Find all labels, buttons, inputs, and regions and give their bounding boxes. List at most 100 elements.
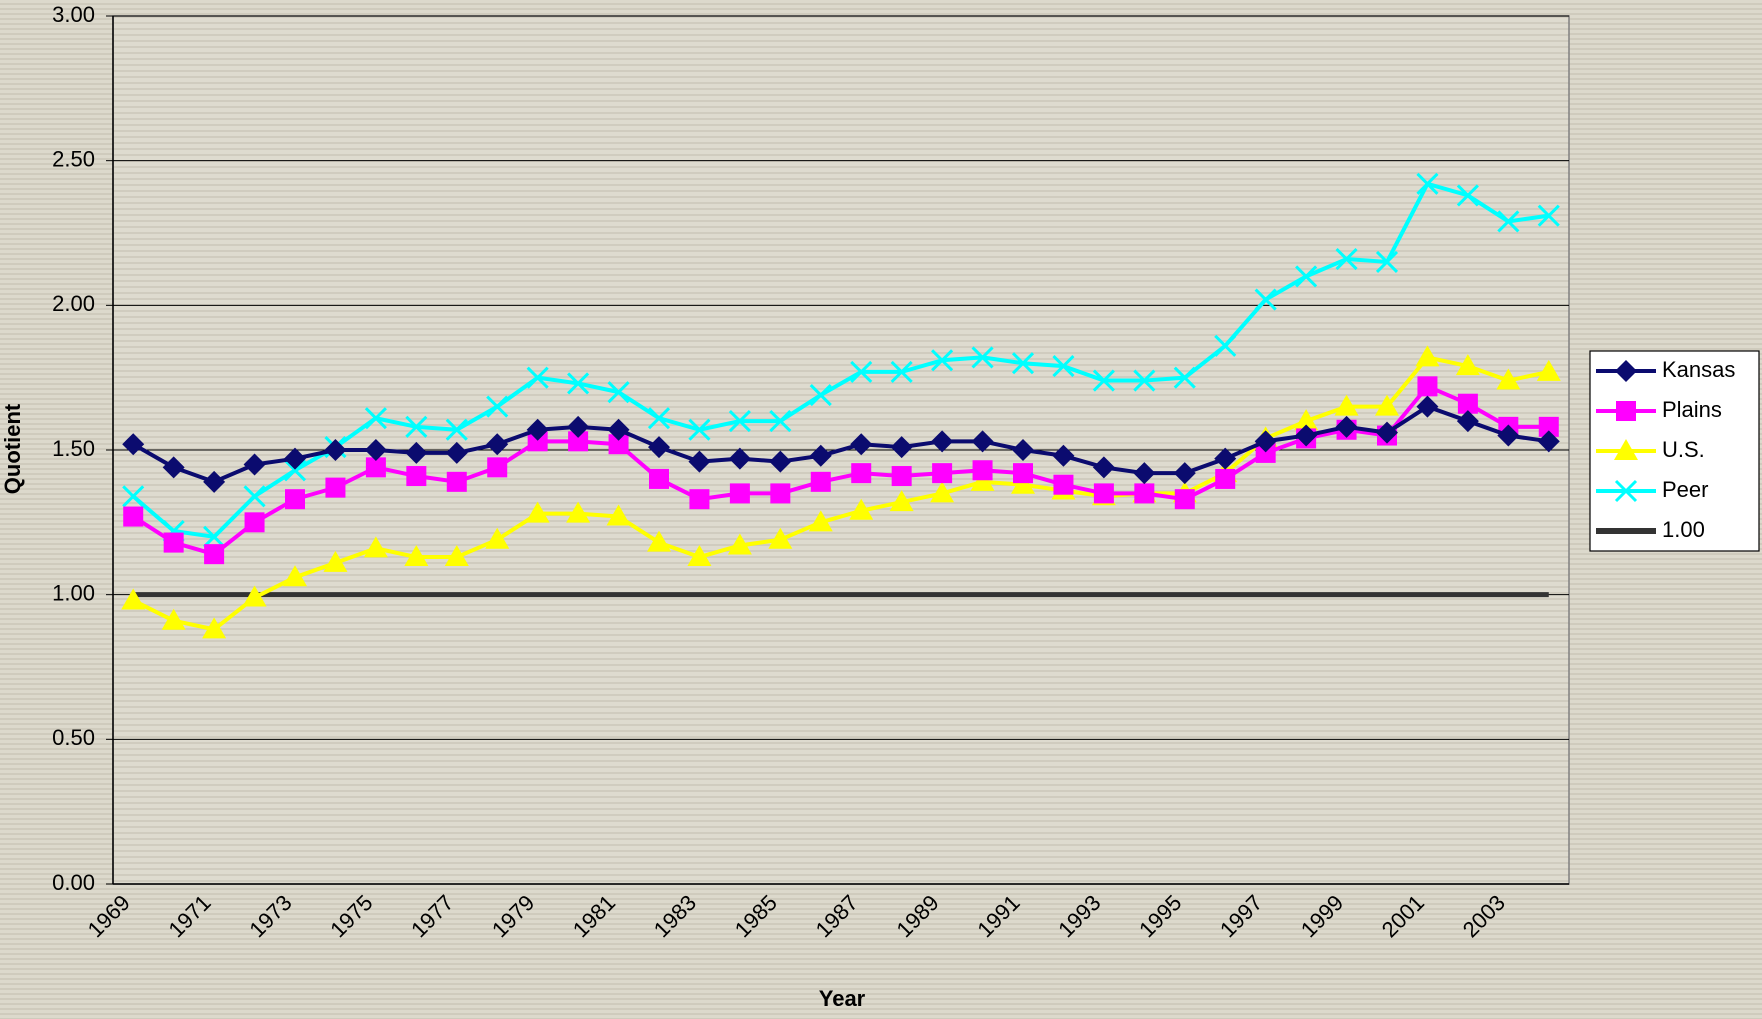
marker [810,471,831,492]
marker [283,565,307,587]
marker [932,463,953,484]
marker [607,418,630,441]
marker [243,485,266,508]
marker [243,453,266,476]
marker [728,410,751,433]
marker [1174,489,1195,510]
y-tick-label: 0.50 [52,725,95,750]
marker [566,501,591,523]
marker [971,430,994,453]
marker [1052,444,1075,467]
marker [930,481,955,503]
x-tick-label: 1995 [1134,890,1186,942]
marker [850,433,873,456]
marker [1376,421,1398,444]
marker [161,608,186,630]
marker [891,466,912,487]
marker [405,441,428,464]
legend-label: Kansas [1662,357,1735,382]
marker [364,439,387,461]
marker [649,468,669,489]
x-tick-label: 2001 [1377,890,1429,942]
marker [1173,366,1196,389]
marker [687,545,712,567]
marker [1133,462,1156,485]
x-tick-label: 1975 [325,890,377,942]
marker [689,489,710,510]
marker [1456,184,1479,207]
marker [1255,442,1276,463]
marker [284,447,306,470]
x-tick-label: 1985 [730,890,782,942]
marker [1092,369,1115,392]
marker [1536,359,1561,381]
marker [931,349,954,372]
legend-label: 1.00 [1662,517,1705,542]
marker [325,477,346,498]
marker [487,457,508,478]
marker [242,585,267,607]
marker [931,430,954,453]
marker [363,536,388,558]
marker [526,366,549,389]
marker [1012,439,1034,461]
marker [1415,345,1440,367]
marker [971,346,994,369]
marker [851,463,872,484]
marker [1295,424,1318,447]
marker [1616,401,1636,421]
marker [1614,439,1638,460]
marker [1215,468,1236,489]
marker [727,533,752,555]
marker [365,457,386,478]
x-tick-label: 2003 [1458,890,1510,942]
marker [1456,410,1479,433]
marker [1615,360,1637,382]
marker [1614,479,1638,503]
marker [1254,430,1277,453]
x-tick-label: 1981 [568,890,620,942]
marker [1455,354,1480,376]
marker [688,450,711,473]
marker [567,415,590,438]
marker [770,483,791,504]
marker [1537,204,1560,227]
marker [485,527,510,549]
x-tick-label: 1983 [649,890,701,942]
marker [1375,250,1399,273]
x-tick-label: 1971 [163,890,215,942]
marker [608,434,629,455]
marker [445,418,468,441]
y-axis-title: Quotient [0,403,25,494]
marker [1133,369,1156,392]
marker [808,510,833,532]
marker [769,410,792,433]
marker [647,407,671,430]
marker [1416,395,1439,418]
marker [1497,210,1520,233]
marker [364,407,387,430]
marker [445,441,468,464]
marker [1011,472,1035,494]
marker [406,466,427,487]
marker [1254,288,1277,311]
marker [444,545,469,567]
x-axis-title: Year [819,986,866,1011]
x-tick-label: 1979 [487,890,539,942]
marker [122,433,145,456]
marker [850,360,873,383]
marker [769,450,792,473]
marker [809,444,832,467]
marker [122,485,145,508]
marker [1417,376,1438,397]
x-tick-label: 1999 [1296,890,1348,942]
marker [728,447,751,470]
marker [972,460,993,481]
marker [567,372,590,395]
marker [283,459,307,482]
marker [1295,265,1318,288]
marker [890,360,913,383]
x-tick-label: 1989 [891,890,943,942]
marker [970,469,995,491]
x-tick-label: 1973 [244,890,296,942]
